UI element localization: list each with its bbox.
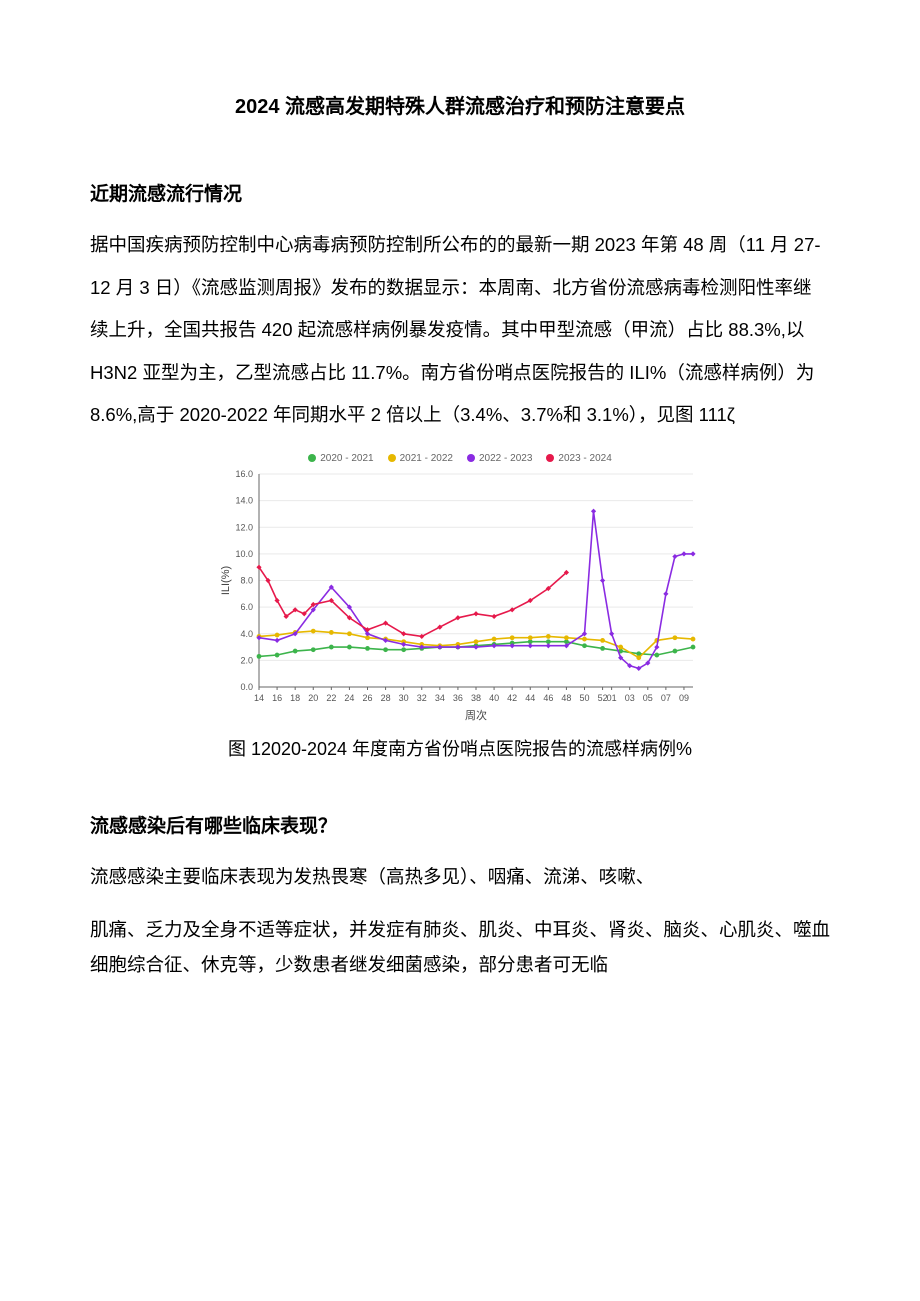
svg-text:14.0: 14.0 bbox=[235, 495, 253, 505]
svg-text:46: 46 bbox=[543, 693, 553, 703]
svg-text:ILI(%): ILI(%) bbox=[220, 566, 232, 595]
svg-text:50: 50 bbox=[579, 693, 589, 703]
svg-text:0.0: 0.0 bbox=[240, 682, 253, 692]
legend-dot-icon bbox=[308, 454, 316, 462]
section1-heading: 近期流感流行情况 bbox=[90, 179, 830, 206]
svg-text:16.0: 16.0 bbox=[235, 469, 253, 479]
svg-text:2.0: 2.0 bbox=[240, 655, 253, 665]
chart-caption: 图 12020-2024 年度南方省份哨点医院报告的流感样病例% bbox=[90, 735, 830, 761]
svg-text:48: 48 bbox=[561, 693, 571, 703]
svg-text:42: 42 bbox=[507, 693, 517, 703]
svg-text:01: 01 bbox=[607, 693, 617, 703]
svg-text:周次: 周次 bbox=[465, 708, 487, 722]
svg-text:12.0: 12.0 bbox=[235, 522, 253, 532]
svg-text:09: 09 bbox=[679, 693, 689, 703]
svg-text:26: 26 bbox=[362, 693, 372, 703]
svg-text:07: 07 bbox=[661, 693, 671, 703]
legend-label: 2020 - 2021 bbox=[320, 453, 373, 464]
svg-text:4.0: 4.0 bbox=[240, 628, 253, 638]
svg-text:18: 18 bbox=[290, 693, 300, 703]
legend-label: 2022 - 2023 bbox=[479, 453, 532, 464]
svg-text:14: 14 bbox=[254, 693, 264, 703]
svg-text:32: 32 bbox=[417, 693, 427, 703]
section2-p1: 流感感染主要临床表现为发热畏寒（高热多见）、咽痛、流涕、咳嗽、 bbox=[90, 856, 830, 899]
svg-text:10.0: 10.0 bbox=[235, 549, 253, 559]
legend-item: 2023 - 2024 bbox=[546, 453, 611, 464]
svg-text:03: 03 bbox=[625, 693, 635, 703]
legend-item: 2021 - 2022 bbox=[388, 453, 453, 464]
legend-label: 2021 - 2022 bbox=[400, 453, 453, 464]
svg-text:24: 24 bbox=[344, 693, 354, 703]
svg-text:22: 22 bbox=[326, 693, 336, 703]
legend-item: 2022 - 2023 bbox=[467, 453, 532, 464]
svg-text:44: 44 bbox=[525, 693, 535, 703]
svg-text:30: 30 bbox=[399, 693, 409, 703]
page-title: 2024 流感高发期特殊人群流感治疗和预防注意要点 bbox=[90, 90, 830, 119]
chart-svg: 0.0 2.0 4.0 6.0 8.0 10.0 12.0 14.0 16.0 14 16 18 20 2… bbox=[215, 468, 705, 723]
section2-heading: 流感感染后有哪些临床表现？ bbox=[90, 811, 830, 838]
legend-item: 2020 - 2021 bbox=[308, 453, 373, 464]
legend-dot-icon bbox=[467, 454, 475, 462]
svg-text:34: 34 bbox=[435, 693, 445, 703]
legend-label: 2023 - 2024 bbox=[558, 453, 611, 464]
chart-legend: 2020 - 2021 2021 - 2022 2022 - 2023 2023 - … bbox=[215, 453, 705, 464]
section1-body: 据中国疾病预防控制中心病毒病预防控制所公布的的最新一期 2023 年第 48 周… bbox=[90, 224, 830, 437]
legend-dot-icon bbox=[388, 454, 396, 462]
legend-dot-icon bbox=[546, 454, 554, 462]
svg-text:36: 36 bbox=[453, 693, 463, 703]
svg-text:6.0: 6.0 bbox=[240, 602, 253, 612]
svg-text:16: 16 bbox=[272, 693, 282, 703]
svg-text:8.0: 8.0 bbox=[240, 575, 253, 585]
svg-text:05: 05 bbox=[643, 693, 653, 703]
svg-text:40: 40 bbox=[489, 693, 499, 703]
section2-p2: 肌痛、乏力及全身不适等症状，并发症有肺炎、肌炎、中耳炎、肾炎、脑炎、心肌炎、噬血… bbox=[90, 912, 830, 982]
svg-text:20: 20 bbox=[308, 693, 318, 703]
svg-text:28: 28 bbox=[381, 693, 391, 703]
svg-text:38: 38 bbox=[471, 693, 481, 703]
ili-line-chart: 2020 - 2021 2021 - 2022 2022 - 2023 2023 - … bbox=[215, 453, 705, 723]
